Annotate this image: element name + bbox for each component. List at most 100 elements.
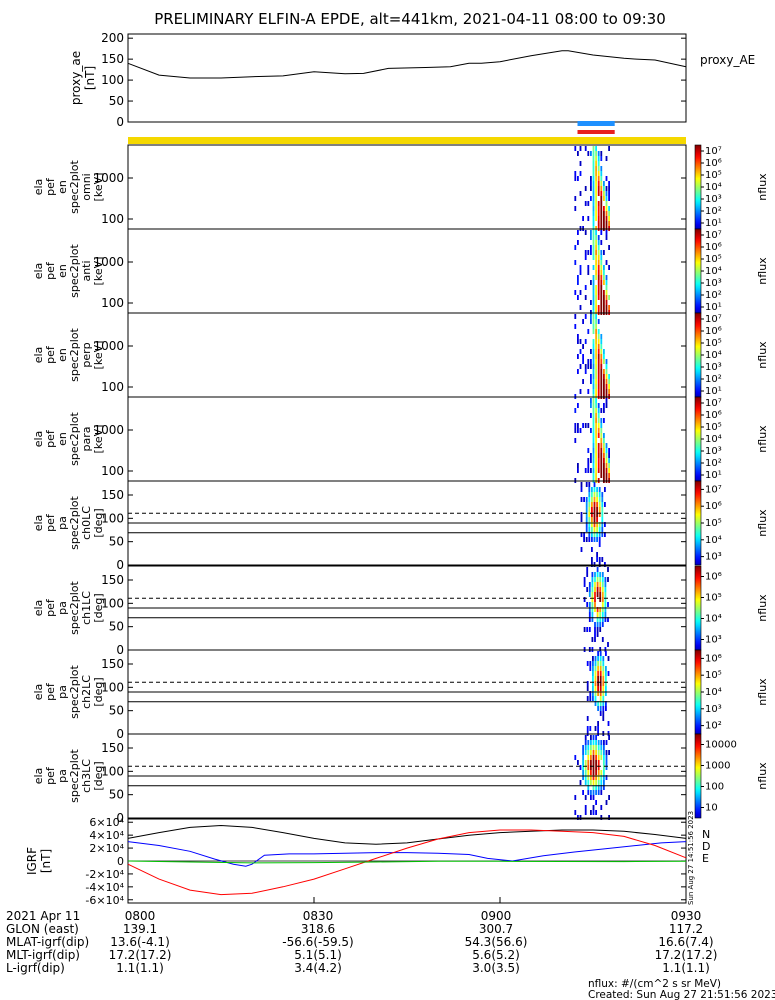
heat-cell [592, 473, 595, 478]
heat-cell [595, 750, 597, 755]
heat-cell [584, 780, 587, 785]
heat-cell [596, 512, 598, 517]
heat-cell [580, 517, 583, 522]
heat-cell [596, 617, 599, 622]
heat-cell [597, 384, 600, 389]
heat-cell [591, 592, 594, 597]
heat-cell [600, 374, 603, 379]
heat-cell [597, 181, 600, 186]
heat-cell [596, 527, 598, 532]
heat-cell [592, 438, 595, 443]
heat-cell [586, 686, 589, 691]
heat-cell [607, 721, 610, 726]
ela_pef_pa_spec2plot_ch3LC-panel: 0 50 100 150 ela pef pa spec2plot ch3LC [deg] 10 10… [32, 733, 769, 825]
cbar-tick-label: 10⁵ [705, 170, 722, 181]
heat-cell [600, 443, 603, 448]
heat-cell [574, 206, 577, 211]
heat-cell [601, 532, 604, 537]
heat-cell [591, 487, 593, 492]
heat-cell [579, 765, 582, 770]
heat-cell [607, 617, 609, 622]
heat-cell [592, 780, 595, 785]
heat-cell [598, 512, 601, 517]
heat-cell [596, 577, 599, 582]
cbar-tick-label: 10⁴ [705, 535, 722, 546]
igrf-legend-d: D [702, 840, 710, 853]
heat-cell [605, 285, 608, 290]
heat-cell [591, 607, 594, 612]
heat-cell [599, 706, 602, 711]
heat-cell [603, 191, 605, 196]
heat-cell [599, 592, 602, 597]
cbar-tick-label: 10² [705, 721, 722, 732]
heat-cell [587, 785, 590, 790]
heat-cell [592, 171, 595, 176]
heat-cell [596, 507, 598, 512]
ytick-label: 50 [109, 620, 124, 634]
heat-cell [574, 290, 577, 295]
heat-cell [580, 487, 583, 492]
heat-cell [590, 319, 592, 324]
heat-cell [594, 577, 596, 582]
heat-cell [587, 270, 590, 275]
heat-cell [583, 532, 585, 537]
heat-cell [592, 285, 595, 290]
heat-cell [596, 517, 598, 522]
ytick-label: 1000 [93, 255, 124, 269]
cbar-tick-label: 10¹ [705, 218, 722, 229]
heat-cell [590, 810, 592, 815]
heat-cell [586, 726, 589, 731]
heat-cell [592, 324, 595, 329]
heat-cell [602, 681, 605, 686]
cbar-tick-label: 10⁴ [705, 614, 722, 625]
heat-cell [574, 171, 577, 176]
heat-cell [600, 176, 603, 181]
heat-cell [605, 230, 608, 235]
heat-cell [586, 572, 589, 577]
heat-cell [592, 389, 595, 394]
heat-cell [594, 572, 596, 577]
heat-cell [600, 265, 603, 270]
heat-cell [595, 354, 597, 359]
heat-cell [588, 512, 591, 517]
heat-cell [584, 201, 587, 206]
ylabel-line: [keV] [92, 173, 105, 202]
heat-cell [577, 230, 579, 235]
heat-cell [591, 522, 593, 527]
heat-cell [603, 745, 605, 750]
heat-cell [587, 448, 590, 453]
footer-units: nflux: #/(cm^2 s sr MeV) [588, 978, 721, 990]
heat-cell [592, 314, 595, 319]
ylabel-line: spec2plot [68, 665, 81, 719]
heat-cell [596, 492, 598, 497]
heat-cell [595, 433, 597, 438]
heat-cell [590, 740, 592, 745]
heat-cell [597, 790, 600, 795]
heat-cell [603, 221, 605, 226]
heat-cell [587, 765, 590, 770]
heat-cell [589, 666, 592, 671]
cbar-tick-label: 10³ [705, 362, 722, 373]
ytick-label: 50 [109, 704, 124, 718]
heat-cell [588, 497, 591, 502]
heat-cell [592, 240, 595, 245]
heat-cell [597, 201, 600, 206]
heat-cell [597, 305, 600, 310]
heat-cell [600, 211, 603, 216]
heat-cell [605, 448, 608, 453]
heat-cell [588, 502, 591, 507]
heat-cell [597, 418, 600, 423]
heat-cell [599, 681, 602, 686]
heat-cell [600, 181, 603, 186]
heat-cell [595, 349, 597, 354]
heat-cell [605, 211, 608, 216]
heat-cell [592, 676, 594, 681]
heat-cell [602, 666, 605, 671]
heat-cell [586, 716, 589, 721]
heat-cell [595, 418, 597, 423]
heat-cell [592, 755, 595, 760]
igrf-legend-n: N [702, 828, 710, 841]
heat-cell [595, 171, 597, 176]
heat-cell [579, 780, 582, 785]
heat-cell [593, 507, 596, 512]
